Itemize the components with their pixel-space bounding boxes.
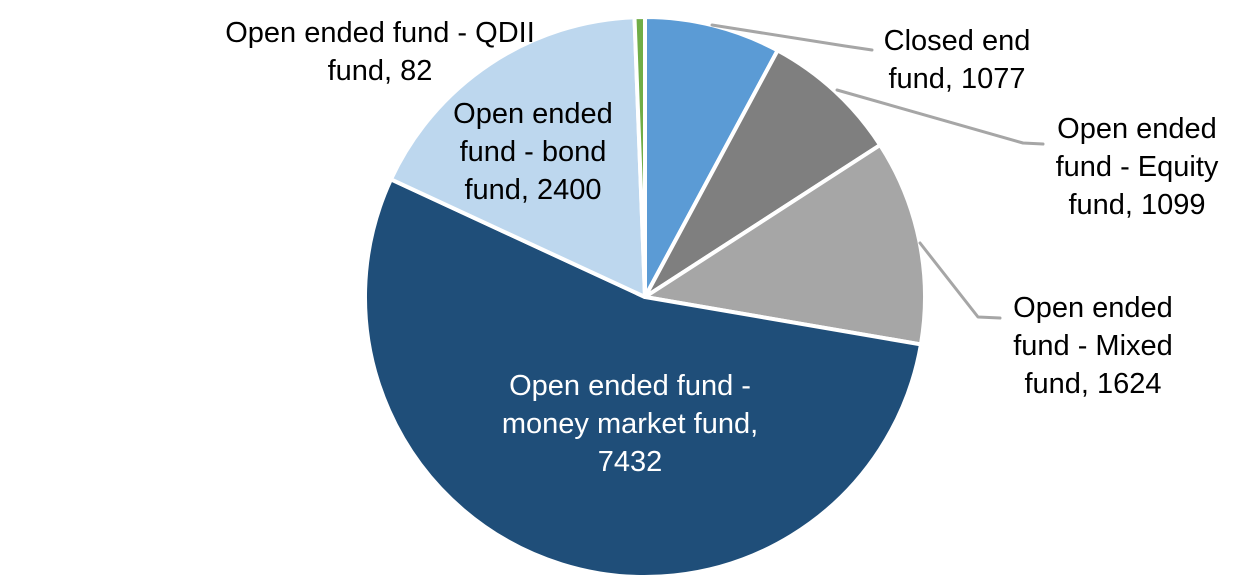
pie-slice-open-ended-fund-money-market-fund	[363, 177, 923, 579]
data-label-line: fund, 1099	[1068, 189, 1206, 221]
data-label-closed-end-fund: Closed end fund, 1077	[884, 22, 1031, 98]
data-label-line: Open ended	[1013, 292, 1173, 324]
data-label-line: fund, 1077	[888, 63, 1026, 95]
data-label-mixed-fund: Open ended fund - Mixed fund, 1624	[1013, 289, 1173, 403]
leader-line-equity-fund	[835, 88, 1045, 146]
data-label-line: fund, 82	[327, 55, 433, 87]
data-label-money-market-fund: Open ended fund - money market fund, 743…	[502, 367, 758, 481]
leader-line-closed-end-fund	[710, 23, 874, 52]
pie-slice-open-ended-fund-equity-fund	[643, 48, 883, 299]
data-label-line: money market fund,	[501, 408, 759, 440]
data-label-line: Open ended fund -	[509, 370, 751, 402]
pie-slice-open-ended-fund-mixed-fund	[643, 143, 927, 347]
data-label-line: fund - Equity	[1055, 151, 1219, 183]
data-label-line: Closed end	[883, 25, 1031, 57]
data-label-line: 7432	[597, 446, 663, 478]
data-label-bond-fund: Open ended fund - bond fund, 2400	[453, 95, 613, 209]
data-label-equity-fund: Open ended fund - Equity fund, 1099	[1056, 110, 1219, 224]
data-label-line: Open ended fund - QDII	[225, 17, 535, 49]
pie-slice-open-ended-fund-bond-fund	[388, 15, 647, 299]
data-label-line: fund, 2400	[464, 174, 602, 206]
data-label-line: fund - bond	[459, 136, 607, 168]
data-label-line: fund, 1624	[1024, 368, 1162, 400]
data-label-line: Open ended	[1057, 113, 1217, 145]
data-label-line: Open ended	[453, 98, 613, 130]
data-label-line: fund - Mixed	[1013, 330, 1173, 362]
pie-slices	[363, 15, 927, 579]
data-label-qdii-fund: Open ended fund - QDII fund, 82	[225, 14, 535, 90]
pie-slice-open-ended-fund-qdii-fund	[632, 15, 647, 299]
leader-line-mixed-fund	[918, 241, 1002, 320]
